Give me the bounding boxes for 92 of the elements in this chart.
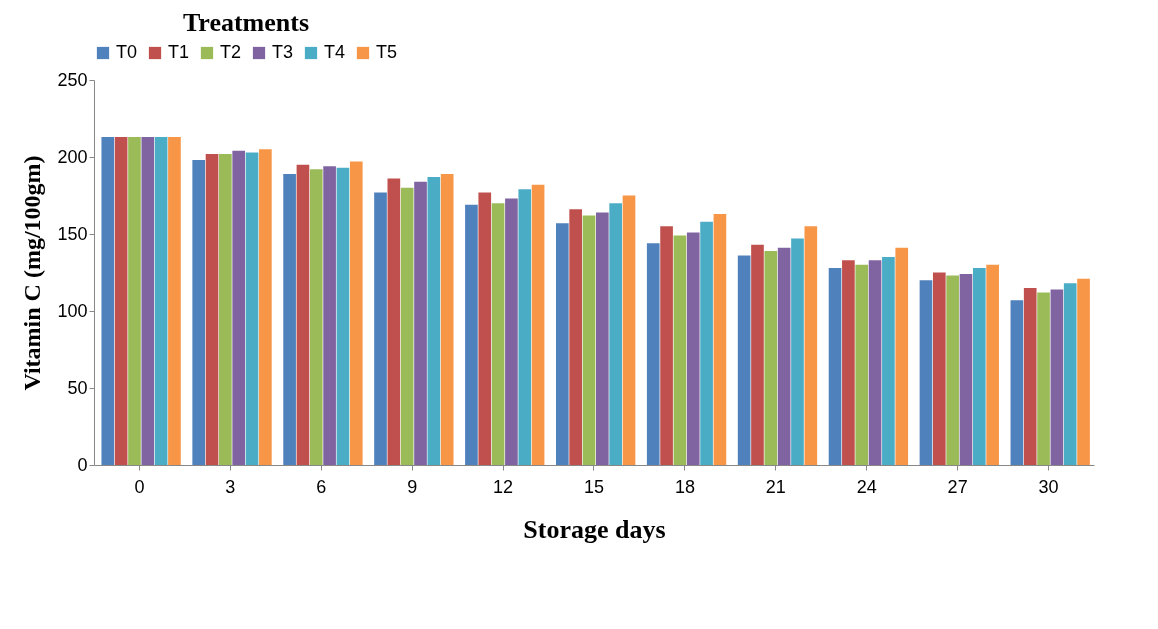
bar (713, 213, 727, 465)
legend-label: T2 (220, 42, 242, 62)
bar (427, 177, 441, 465)
bar (804, 226, 818, 465)
bar (323, 166, 336, 465)
bar (1037, 292, 1050, 465)
legend-label: T0 (116, 42, 138, 62)
y-tick-label: 150 (57, 223, 88, 244)
x-tick-label: 6 (316, 476, 327, 497)
bar (414, 181, 427, 465)
bar (791, 238, 804, 465)
bar (1010, 300, 1024, 465)
bar (465, 204, 478, 465)
bar (283, 173, 296, 465)
bar (192, 160, 206, 465)
bar (259, 149, 272, 465)
bar (972, 267, 986, 465)
bar (505, 198, 518, 465)
bar (374, 192, 387, 465)
legend-label: T4 (324, 42, 346, 62)
bar (440, 173, 454, 465)
x-tick-label: 27 (947, 476, 968, 497)
bar (478, 192, 492, 465)
bar (700, 221, 713, 465)
bar (1077, 278, 1090, 465)
bar (569, 209, 582, 465)
bar (986, 264, 999, 465)
bar (622, 195, 636, 465)
bar (764, 250, 778, 465)
bar (855, 264, 869, 465)
bar (296, 164, 310, 465)
x-tick-label: 9 (407, 476, 418, 497)
x-tick-label: 18 (674, 476, 695, 497)
bar (737, 255, 751, 465)
bar (828, 267, 842, 465)
bar (1023, 287, 1037, 465)
bar (154, 136, 168, 465)
x-tick-label: 24 (856, 476, 877, 497)
y-tick-label: 250 (57, 69, 88, 90)
y-tick-label: 200 (57, 146, 88, 167)
bar (1050, 289, 1064, 465)
bar (895, 247, 909, 465)
bar (114, 136, 128, 465)
bar (518, 189, 532, 465)
legend-label: T1 (168, 42, 190, 62)
x-tick-label: 3 (225, 476, 236, 497)
y-tick-label: 0 (77, 454, 88, 475)
legend-title: Treatments (182, 8, 310, 37)
bar (101, 136, 115, 465)
bar (751, 244, 764, 465)
bar (686, 232, 700, 465)
y-tick-label: 50 (67, 377, 88, 398)
bar (646, 243, 660, 465)
bar (882, 257, 895, 465)
legend-label: T5 (376, 42, 398, 62)
bar (673, 235, 687, 465)
bar (309, 169, 323, 465)
bar (932, 272, 946, 465)
bar (531, 184, 545, 465)
bar (245, 152, 259, 465)
x-tick-label: 12 (493, 476, 514, 497)
y-tick-label: 100 (57, 300, 88, 321)
bar (919, 280, 933, 465)
bar (959, 274, 973, 465)
bar (336, 167, 350, 465)
bar (128, 136, 141, 465)
x-tick-label: 30 (1038, 476, 1059, 497)
bar (556, 223, 569, 465)
bar (219, 153, 232, 465)
bar (491, 203, 505, 465)
y-axis-title: Vitamin C (mg/100gm) (19, 155, 46, 391)
bar (660, 226, 673, 465)
bar (868, 260, 882, 465)
x-tick-label: 0 (134, 476, 145, 497)
bar (387, 178, 401, 465)
x-axis-title: Storage days (523, 514, 666, 544)
bar (232, 150, 246, 465)
bar (609, 203, 622, 465)
bar (582, 215, 596, 465)
x-tick-label: 15 (583, 476, 605, 497)
bar (946, 275, 959, 465)
bar (1063, 283, 1077, 465)
bar (141, 136, 155, 465)
bar (596, 212, 609, 465)
bar (349, 161, 363, 465)
legend-label: T3 (272, 42, 294, 62)
x-tick-label: 21 (765, 476, 786, 497)
bar (842, 260, 855, 465)
bar (168, 136, 181, 465)
bar (400, 187, 414, 465)
bar (777, 247, 791, 465)
bar (205, 153, 219, 465)
